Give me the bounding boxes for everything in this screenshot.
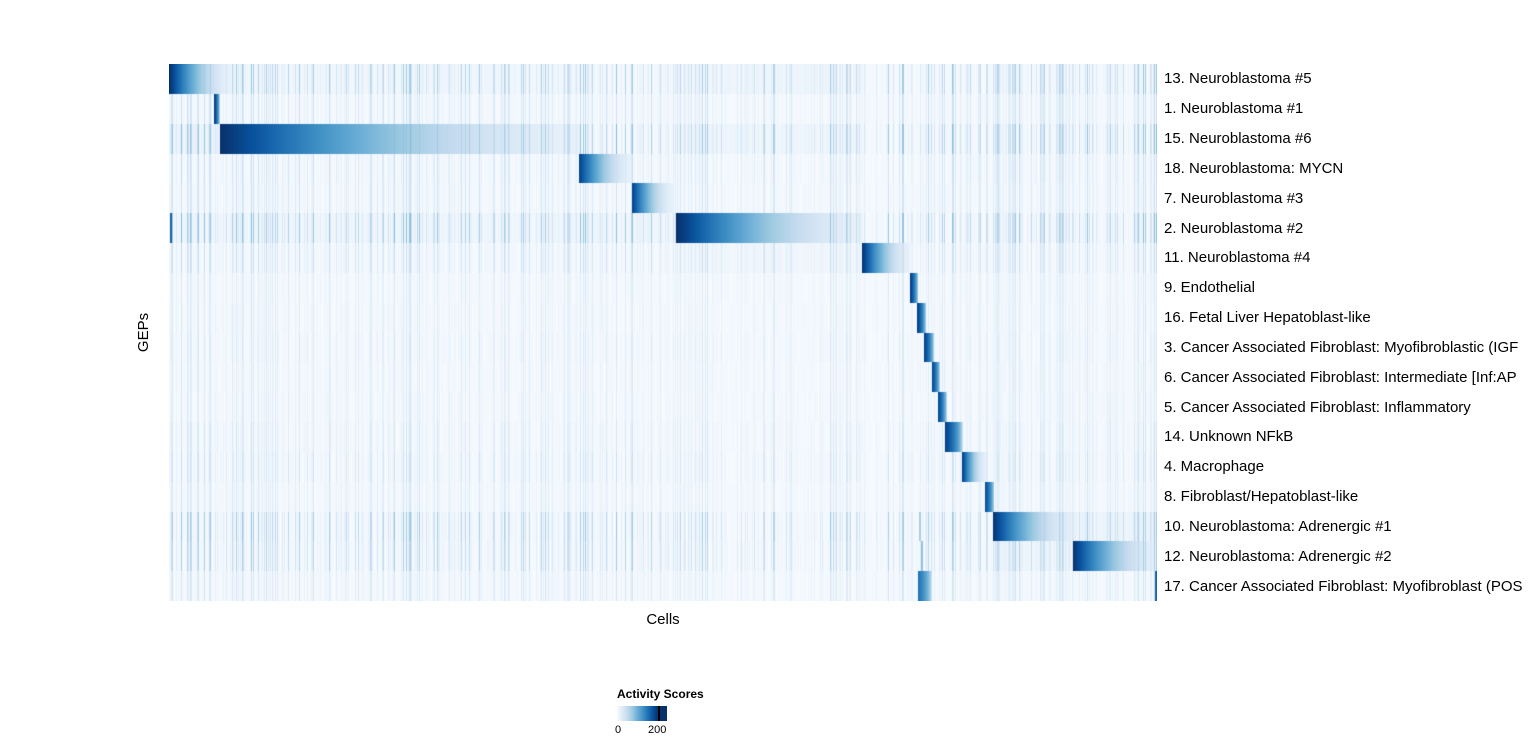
row-label: 10. Neuroblastoma: Adrenergic #1 <box>1164 517 1392 535</box>
row-label: 16. Fetal Liver Hepatoblast-like <box>1164 309 1371 327</box>
row-label: 7. Neuroblastoma #3 <box>1164 189 1304 207</box>
row-label: 11. Neuroblastoma #4 <box>1164 249 1311 267</box>
row-label: 4. Macrophage <box>1164 458 1265 476</box>
colorbar-min-label: 0 <box>615 724 622 736</box>
colorbar-legend: Activity Scores 0 200 <box>615 687 797 743</box>
x-axis-label: Cells <box>646 611 680 628</box>
row-label: 5. Cancer Associated Fibroblast: Inflamm… <box>1164 398 1471 416</box>
row-label: 3. Cancer Associated Fibroblast: Myofibr… <box>1164 338 1519 356</box>
row-labels: 13. Neuroblastoma #5 1. Neuroblastoma #1 1… <box>1164 64 1540 601</box>
row-label: 12. Neuroblastoma: Adrenergic #2 <box>1164 547 1392 565</box>
row-label: 15. Neuroblastoma #6 <box>1164 130 1312 148</box>
colorbar-max-label: 200 <box>648 724 667 736</box>
row-label: 18. Neuroblastoma: MYCN <box>1164 159 1344 177</box>
row-label: 6. Cancer Associated Fibroblast: Interme… <box>1164 368 1517 386</box>
row-label: 14. Unknown NFkB <box>1164 428 1294 446</box>
y-axis-label-wrap: GEPs <box>130 64 158 601</box>
row-label: 13. Neuroblastoma #5 <box>1164 70 1312 88</box>
row-label: 2. Neuroblastoma #2 <box>1164 219 1304 237</box>
legend-title: Activity Scores <box>617 687 704 701</box>
row-label: 8. Fibroblast/Hepatoblast-like <box>1164 488 1359 506</box>
row-label: 9. Endothelial <box>1164 279 1255 297</box>
heatmap-canvas <box>169 64 1157 601</box>
colorbar-gradient <box>617 706 667 721</box>
row-label: 1. Neuroblastoma #1 <box>1164 100 1304 118</box>
colorbar-tick-200 <box>658 706 660 721</box>
y-axis-label: GEPs <box>135 312 153 353</box>
row-label: 17. Cancer Associated Fibroblast: Myofib… <box>1164 577 1523 595</box>
